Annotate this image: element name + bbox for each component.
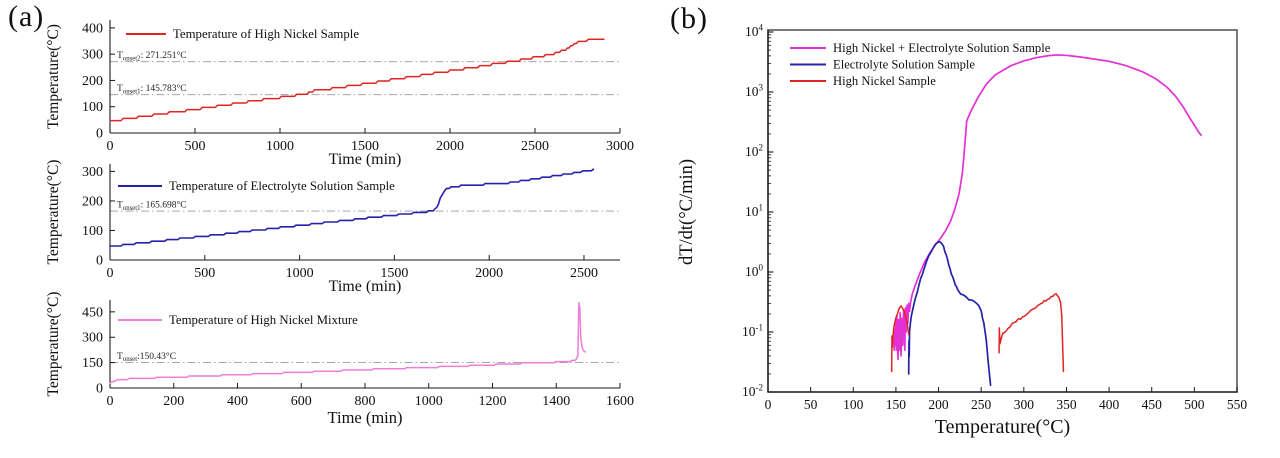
svg-text:Time (min): Time (min) xyxy=(329,278,402,295)
chart-mixture-temperature: Tonset:150.43°C 0 200 400 600 800 1000 1200 1400… xyxy=(0,292,655,458)
svg-text:Tonset1: 145.783°C: Tonset1: 145.783°C xyxy=(117,83,187,95)
figure-panel-a: (a) Tonset2: 271.251°C Tonset1: 145.783°C… xyxy=(0,0,655,458)
svg-text:0: 0 xyxy=(96,254,103,269)
svg-text:Temperature(°C): Temperature(°C) xyxy=(45,24,62,129)
svg-text:100: 100 xyxy=(82,100,103,115)
svg-text:300: 300 xyxy=(1014,397,1034,412)
svg-text:Time (min): Time (min) xyxy=(327,408,402,427)
svg-text:1500: 1500 xyxy=(380,266,408,281)
svg-text:0: 0 xyxy=(107,394,114,409)
svg-text:Tonset1: 165.698°C: Tonset1: 165.698°C xyxy=(117,200,187,212)
svg-text:500: 500 xyxy=(194,266,215,281)
svg-text:10-2: 10-2 xyxy=(742,383,763,400)
svg-text:0: 0 xyxy=(96,382,103,397)
svg-text:50: 50 xyxy=(804,397,818,412)
svg-text:400: 400 xyxy=(1099,397,1120,412)
svg-text:350: 350 xyxy=(1056,397,1077,412)
svg-text:Electrolyte Solution Sample: Electrolyte Solution Sample xyxy=(833,58,975,72)
svg-text:2500: 2500 xyxy=(570,266,598,281)
svg-text:Tonset:150.43°C: Tonset:150.43°C xyxy=(117,351,176,363)
svg-text:1000: 1000 xyxy=(286,266,314,281)
svg-text:450: 450 xyxy=(82,305,103,320)
svg-text:Tonset2: 271.251°C: Tonset2: 271.251°C xyxy=(117,50,187,62)
svg-text:200: 200 xyxy=(82,194,103,209)
svg-text:101: 101 xyxy=(745,203,763,220)
svg-text:10-1: 10-1 xyxy=(742,323,763,340)
svg-text:200: 200 xyxy=(163,394,184,409)
svg-text:High Nickel Sample: High Nickel Sample xyxy=(833,74,936,88)
svg-text:Temperature of High Nickel Sam: Temperature of High Nickel Sample xyxy=(173,27,359,41)
svg-text:dT/dt(°C/min): dT/dt(°C/min) xyxy=(677,159,697,265)
svg-text:300: 300 xyxy=(82,331,103,346)
figure-panel-b: (b) 0 50 100 150 200 250 300 350 400 450 500 550 104… xyxy=(640,0,1280,458)
svg-text:200: 200 xyxy=(928,397,949,412)
svg-text:150: 150 xyxy=(886,397,907,412)
svg-text:200: 200 xyxy=(82,74,103,89)
svg-text:Temperature of Electrolyte Sol: Temperature of Electrolyte Solution Samp… xyxy=(169,179,395,193)
svg-text:2000: 2000 xyxy=(436,139,464,154)
svg-text:300: 300 xyxy=(82,165,103,180)
svg-text:500: 500 xyxy=(185,139,206,154)
svg-text:600: 600 xyxy=(291,394,312,409)
svg-text:450: 450 xyxy=(1142,397,1163,412)
svg-text:100: 100 xyxy=(745,263,764,280)
svg-text:102: 102 xyxy=(745,143,763,160)
svg-text:0: 0 xyxy=(107,139,114,154)
svg-text:Temperature(°C): Temperature(°C) xyxy=(935,416,1070,438)
svg-text:150: 150 xyxy=(82,356,103,371)
svg-text:Temperature(°C): Temperature(°C) xyxy=(45,292,62,396)
svg-text:1000: 1000 xyxy=(415,394,443,409)
svg-text:Temperature(°C): Temperature(°C) xyxy=(45,160,62,265)
svg-text:0: 0 xyxy=(765,397,772,412)
panel-a-label: (a) xyxy=(8,0,45,33)
svg-text:Time (min): Time (min) xyxy=(329,151,402,168)
svg-text:300: 300 xyxy=(82,48,103,63)
svg-text:100: 100 xyxy=(843,397,864,412)
chart-high-nickel-temperature: Tonset2: 271.251°C Tonset1: 145.783°C 0 500… xyxy=(0,4,655,174)
svg-text:500: 500 xyxy=(1184,397,1205,412)
svg-text:2000: 2000 xyxy=(475,266,503,281)
svg-text:Temperature of High Nickel Mix: Temperature of High Nickel Mixture xyxy=(169,313,358,327)
svg-text:250: 250 xyxy=(971,397,992,412)
chart-electrolyte-temperature: Tonset1: 165.698°C 0 500 1000 1500 2000 2500 0 1… xyxy=(0,158,655,300)
svg-text:1200: 1200 xyxy=(479,394,507,409)
svg-text:0: 0 xyxy=(107,266,114,281)
svg-text:100: 100 xyxy=(82,224,103,239)
svg-text:1600: 1600 xyxy=(606,394,634,409)
svg-text:400: 400 xyxy=(82,21,103,36)
chart-self-heating-rate: 0 50 100 150 200 250 300 350 400 450 500 550 104 103 1… xyxy=(640,0,1280,458)
svg-text:High Nickel + Electrolyte Solu: High Nickel + Electrolyte Solution Sampl… xyxy=(833,41,1051,55)
svg-text:0: 0 xyxy=(96,127,103,142)
svg-text:103: 103 xyxy=(745,83,764,100)
svg-text:400: 400 xyxy=(227,394,248,409)
svg-text:104: 104 xyxy=(745,23,764,40)
svg-text:1400: 1400 xyxy=(542,394,570,409)
svg-text:1500: 1500 xyxy=(351,139,379,154)
svg-text:550: 550 xyxy=(1227,397,1248,412)
svg-text:1000: 1000 xyxy=(266,139,294,154)
svg-text:2500: 2500 xyxy=(521,139,549,154)
svg-text:3000: 3000 xyxy=(606,139,634,154)
panel-b-label: (b) xyxy=(670,2,708,35)
svg-text:800: 800 xyxy=(355,394,376,409)
